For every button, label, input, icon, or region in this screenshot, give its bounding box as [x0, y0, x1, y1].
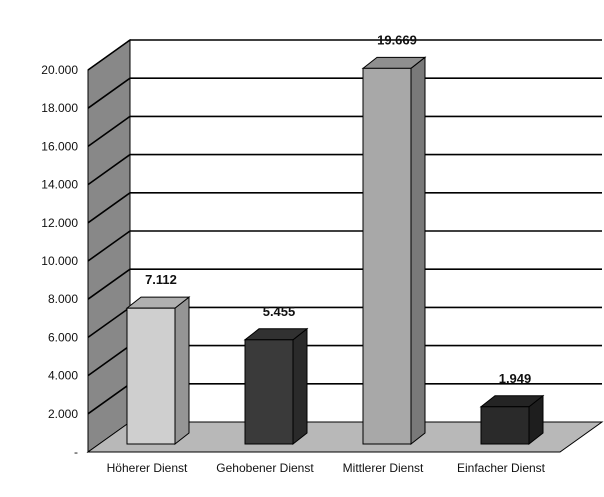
y-tick-label: 18.000: [41, 101, 78, 115]
gridline: [87, 153, 602, 186]
x-tick-label: Höherer Dienst: [107, 461, 188, 475]
y-tick-label: 8.000: [48, 292, 78, 306]
y-tick-label: 14.000: [41, 178, 78, 192]
bar-side: [174, 296, 190, 446]
gridline: [87, 77, 602, 109]
bar-side: [292, 327, 308, 446]
y-tick-label: -: [74, 445, 78, 459]
gridlines: [87, 39, 602, 415]
y-tick-label: 20.000: [41, 63, 78, 77]
bar-1: [125, 296, 191, 446]
gridline: [87, 115, 602, 148]
gridline: [87, 268, 602, 300]
data-label: 7.112: [145, 272, 177, 287]
x-tick-label: Mittlerer Dienst: [343, 461, 424, 475]
bar-front: [362, 67, 412, 445]
data-label: 19.669: [377, 32, 417, 47]
gridline: [87, 39, 602, 71]
y-tick-label: 4.000: [48, 369, 78, 383]
data-labels: 7.112 5.455 19.669 1.949: [145, 32, 531, 385]
y-tick-label: 16.000: [41, 139, 78, 153]
x-axis: Höherer Dienst Gehobener Dienst Mittlerer …: [88, 451, 560, 475]
y-tick-label: 6.000: [48, 330, 78, 344]
gridline: [87, 230, 602, 262]
y-tick-label: 10.000: [41, 254, 78, 268]
x-tick-label: Einfacher Dienst: [457, 461, 546, 475]
bar-side: [410, 56, 426, 446]
y-axis: - 2.000 4.000 6.000 8.000 10.000 12.000 14.000 1…: [41, 63, 78, 459]
y-tick-label: 2.000: [48, 407, 78, 421]
x-tick-label: Gehobener Dienst: [216, 461, 314, 475]
bar-front: [126, 307, 176, 445]
bars: [125, 56, 545, 446]
data-label: 5.455: [263, 304, 296, 319]
bar-2: [243, 327, 309, 446]
bar-3: [361, 56, 427, 446]
bar-front: [480, 406, 530, 445]
y-tick-label: 12.000: [41, 216, 78, 230]
gridline: [87, 192, 602, 224]
data-label: 1.949: [499, 371, 532, 386]
bar-front: [244, 339, 294, 445]
bar-4: [479, 394, 545, 446]
